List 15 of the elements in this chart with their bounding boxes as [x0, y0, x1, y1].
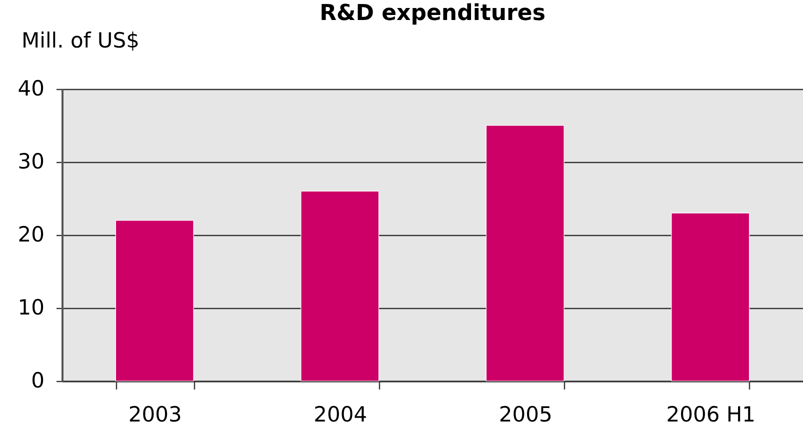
x-tick-label: 2006 H1	[666, 402, 756, 425]
y-tick-label: 30	[18, 150, 44, 174]
y-axis-title: Mill. of US$	[22, 28, 140, 52]
bar	[300, 190, 380, 382]
chart-title: R&D expenditures	[320, 1, 546, 26]
bar	[486, 125, 564, 382]
x-tick-label: 2005	[498, 402, 552, 425]
x-tick-label: 2003	[128, 402, 182, 425]
bar	[671, 212, 750, 382]
y-tick-label: 10	[18, 296, 44, 320]
y-tick-label: 40	[18, 76, 44, 100]
y-tick-label: 0	[31, 368, 44, 392]
x-tick-label: 2004	[314, 402, 368, 425]
bar	[115, 220, 194, 382]
y-tick-label: 20	[18, 222, 44, 246]
